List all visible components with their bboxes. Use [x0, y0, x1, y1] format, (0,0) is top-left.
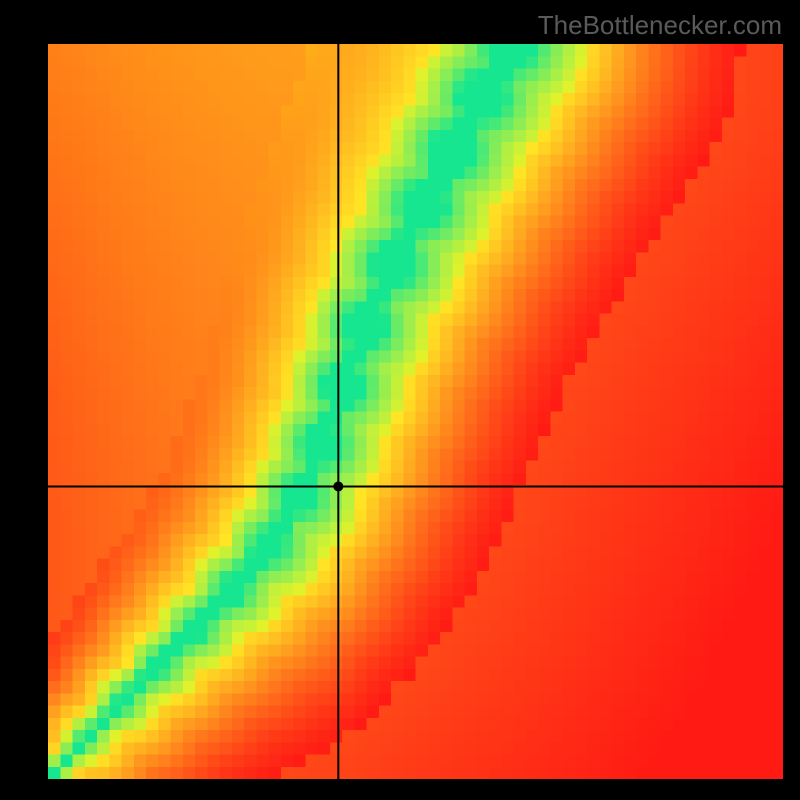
- watermark-text: TheBottlenecker.com: [538, 10, 782, 41]
- chart-container: TheBottlenecker.com: [0, 0, 800, 800]
- bottleneck-heatmap: [48, 44, 783, 779]
